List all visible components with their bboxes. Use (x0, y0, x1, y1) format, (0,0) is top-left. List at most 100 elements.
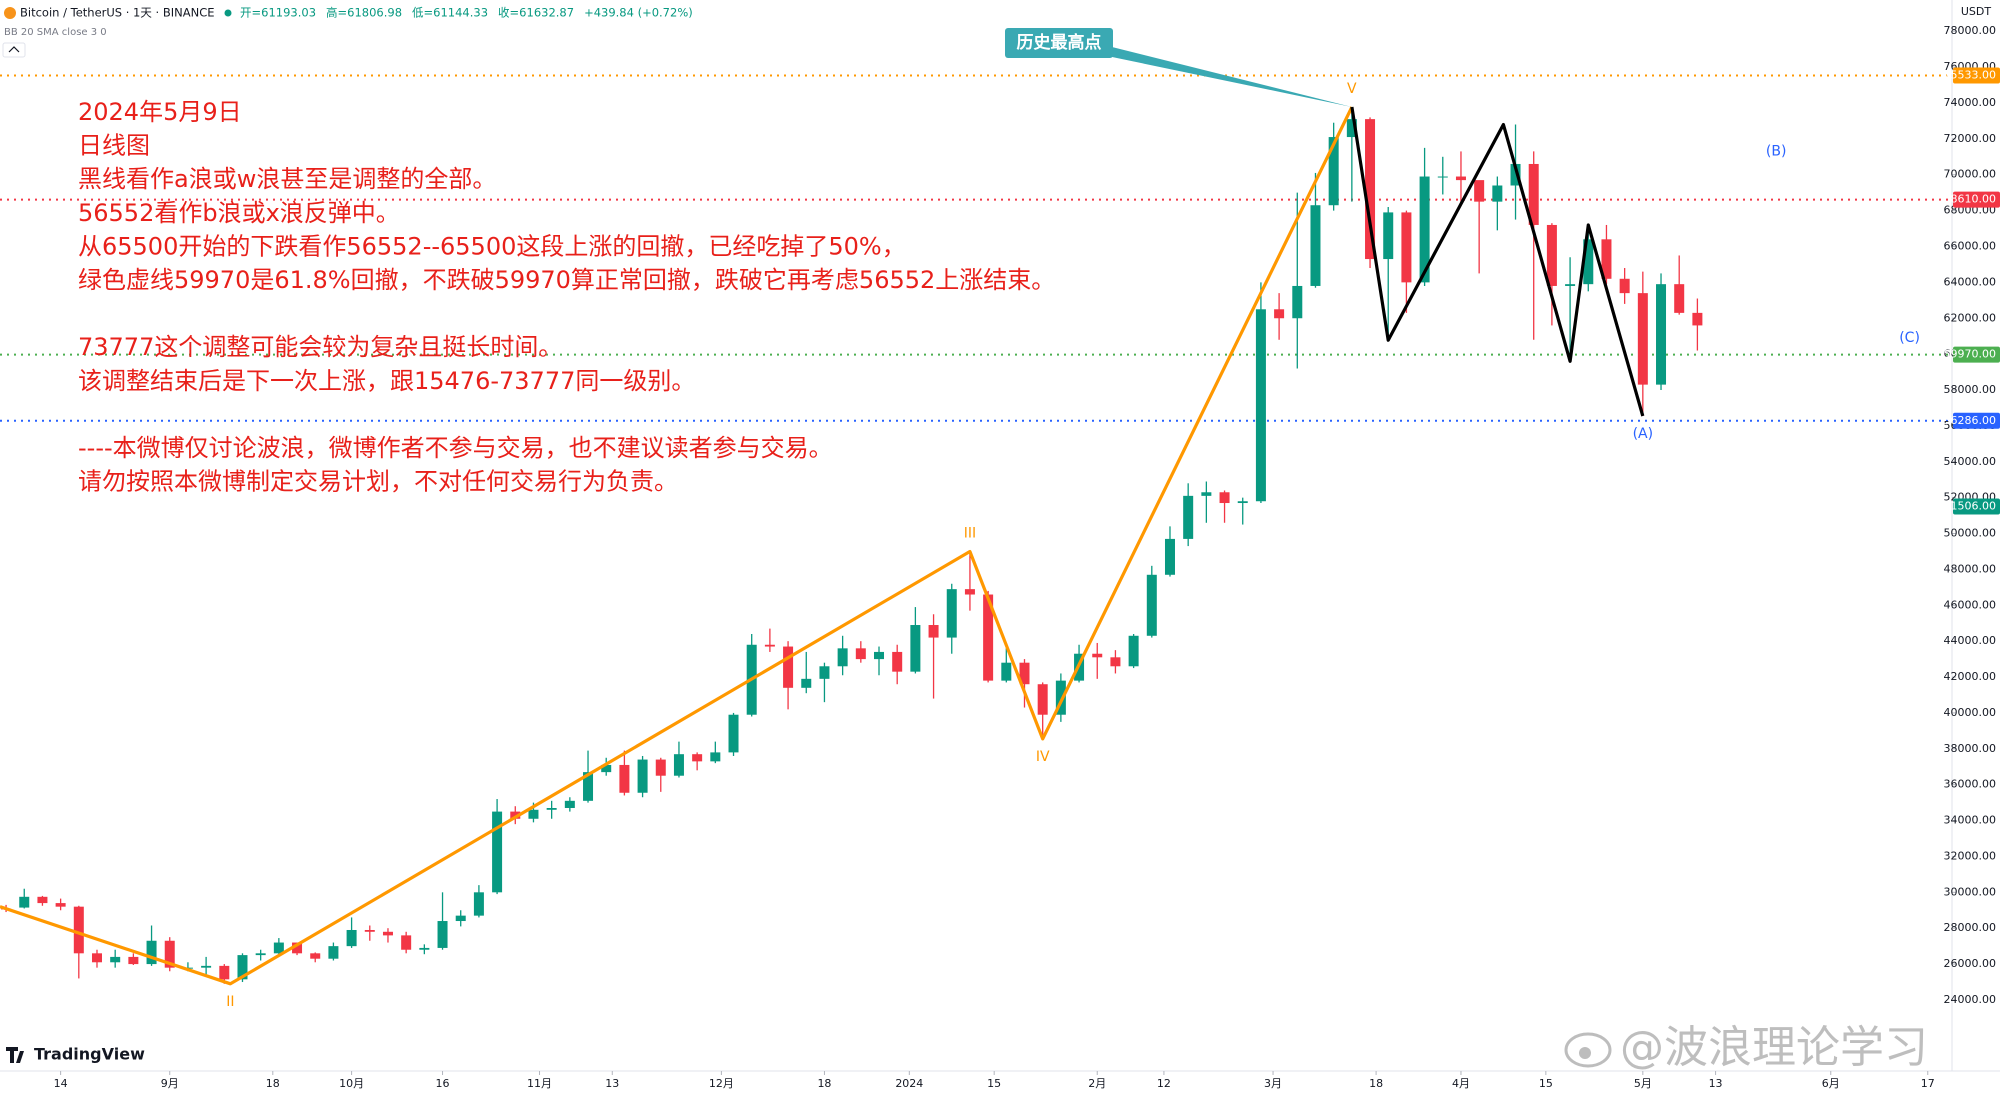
x-tick-label: 6月 (1822, 1077, 1840, 1090)
candle-body (292, 942, 303, 954)
ohlc-header: 开=61193.03 高=61806.98 低=61144.33 收=61632.87… (240, 6, 693, 20)
price-tag (1953, 67, 2000, 84)
y-tick-label: 26000.00 (1944, 957, 1997, 970)
collapse-icon (8, 46, 20, 53)
candle-body (1619, 278, 1630, 294)
y-tick-label: 64000.00 (1944, 275, 1997, 288)
wave-label: V (1347, 81, 1357, 97)
candle-body (1583, 239, 1594, 285)
axes: 24000.00 26000.00 28000.00 30000.00 32000.00… (54, 24, 2000, 1090)
collapse-button[interactable] (2, 42, 26, 58)
x-tick-label: 15 (987, 1077, 1001, 1090)
candle-body (1110, 657, 1121, 667)
candle-body (382, 931, 393, 936)
candle-body (1346, 119, 1357, 138)
x-tick-label: 18 (266, 1077, 280, 1090)
candle-body (619, 764, 630, 793)
x-tick-label: 2月 (1088, 1077, 1106, 1090)
annotation-line: 73777这个调整可能会较为复杂且挺长时间。 (78, 333, 562, 361)
candle-body (983, 594, 994, 681)
candle-body (1637, 293, 1648, 385)
coin-icon (4, 7, 16, 19)
candle-body (1692, 312, 1703, 326)
candle-body (1128, 635, 1139, 667)
candle-body (601, 764, 612, 773)
candle-body (819, 666, 830, 679)
wave-label: III (964, 525, 976, 541)
x-tick-label: 15 (1539, 1077, 1553, 1090)
x-tick-label: 17 (1921, 1077, 1935, 1090)
candle-body (928, 625, 939, 638)
candle-body (146, 940, 157, 965)
candle-body (692, 754, 703, 762)
callout-text: 历史最高点 (1017, 32, 1102, 53)
x-tick-label: 18 (1369, 1077, 1383, 1090)
y-tick-label: 74000.00 (1944, 96, 1997, 109)
price-tag (1953, 191, 2000, 208)
candle-body (1328, 137, 1339, 206)
x-tick-label: 4月 (1452, 1077, 1470, 1090)
candle-body (1055, 680, 1066, 715)
candle-body (492, 811, 503, 893)
candle-body (273, 942, 284, 954)
candle-body (1146, 574, 1157, 636)
candle-body (310, 953, 321, 959)
annotation-line: ----本微博仅讨论波浪，微博作者不参与交易，也不建议读者参与交易。 (78, 434, 833, 462)
candle-body (1656, 284, 1667, 385)
candle-body (1237, 501, 1248, 504)
price-axis (1952, 0, 2000, 1071)
candle-body (655, 759, 666, 776)
candle-body (419, 947, 430, 950)
candle-body (1037, 684, 1048, 715)
price-tag-label: 51506.00 (1944, 500, 1997, 513)
candle-body (1292, 285, 1303, 319)
candle-body (455, 915, 466, 922)
y-tick-label: 40000.00 (1944, 706, 1997, 719)
candle-body (528, 809, 539, 819)
candle-body (946, 589, 957, 638)
candle-body (564, 800, 575, 809)
y-tick-label: 48000.00 (1944, 562, 1997, 575)
y-tick-label: 44000.00 (1944, 634, 1997, 647)
wave-label: IV (1036, 749, 1050, 765)
annotation-line: 56552看作b浪或x浪反弹中。 (78, 199, 400, 227)
x-tick-label: 12 (1157, 1077, 1171, 1090)
y-tick-label: 32000.00 (1944, 849, 1997, 862)
candle-body (910, 625, 921, 672)
candle-body (1510, 163, 1521, 186)
wave-line (1350, 106, 1645, 417)
candle-body (1455, 176, 1466, 181)
status-dot (224, 9, 232, 17)
y-tick-label: 28000.00 (1944, 921, 1997, 934)
ohlc-value: 收=61632.87 (498, 6, 574, 20)
candle-body (892, 651, 903, 672)
y-tick-label: 42000.00 (1944, 670, 1997, 683)
ohlc-value: +439.84 (+0.72%) (584, 6, 693, 20)
y-tick-label: 38000.00 (1944, 742, 1997, 755)
time-axis (0, 1071, 2000, 1095)
candle-body (1546, 224, 1557, 286)
candle-body (855, 648, 866, 660)
candle-body (1674, 284, 1685, 313)
x-tick-label: 12月 (709, 1077, 734, 1090)
annotation-line: 从65500开始的下跌看作56552--65500这段上涨的回撤，已经吃掉了50… (78, 232, 906, 260)
candle-body (837, 648, 848, 667)
x-tick-label: 16 (436, 1077, 450, 1090)
candle-body (201, 965, 212, 968)
candle-body (255, 953, 266, 956)
tv-logo (6, 1047, 24, 1063)
annotation-line: 2024年5月9日 (78, 98, 242, 126)
x-tick-label: 11月 (527, 1077, 552, 1090)
price-tag (1953, 412, 2000, 429)
y-tick-label: 78000.00 (1944, 24, 1997, 37)
price-tag (1953, 498, 2000, 515)
candle-body (1565, 284, 1576, 286)
x-tick-label: 18 (817, 1077, 831, 1090)
currency: USDT (1961, 5, 1992, 18)
candle-body (1492, 185, 1503, 202)
wave-label: (B) (1766, 143, 1787, 159)
